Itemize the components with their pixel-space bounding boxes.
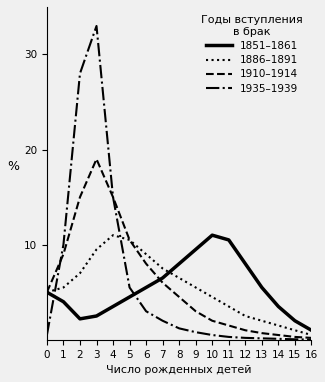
Y-axis label: %: % <box>7 160 19 173</box>
Legend: 1851–1861, 1886–1891, 1910–1914, 1935–1939: 1851–1861, 1886–1891, 1910–1914, 1935–19… <box>198 12 306 97</box>
X-axis label: Число рожденных детей: Число рожденных детей <box>106 365 252 375</box>
